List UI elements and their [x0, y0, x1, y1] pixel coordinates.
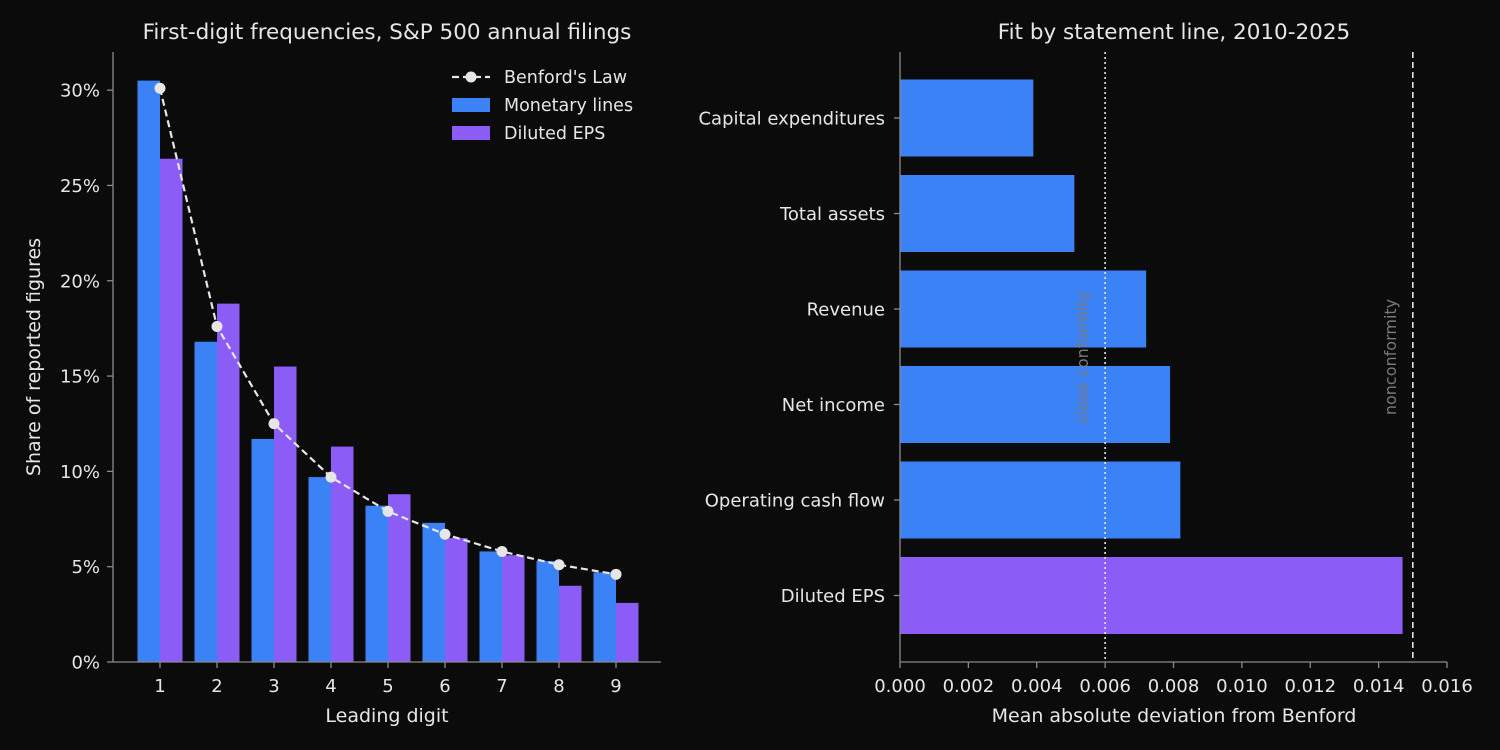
- reference-label-nonconformity: nonconformity: [1381, 299, 1400, 415]
- left-x-tick-label: 6: [439, 676, 450, 697]
- benford-point-digit-8: [553, 559, 565, 571]
- eps-bar-digit-6: [445, 538, 468, 662]
- left-x-tick-label: 2: [211, 676, 222, 697]
- monetary-bar-digit-8: [536, 560, 559, 662]
- left-chart-title: First-digit frequencies, S&P 500 annual …: [143, 20, 632, 45]
- monetary-bar-digit-2: [194, 341, 217, 662]
- benford-point-digit-5: [382, 505, 394, 517]
- monetary-bar-digit-1: [137, 80, 160, 662]
- bar-capital-expenditures: [900, 79, 1034, 157]
- legend-monetary-swatch: [452, 98, 490, 112]
- monetary-bar-digit-3: [251, 438, 274, 662]
- mad-by-line-chart: Fit by statement line, 2010-2025 Mean ab…: [698, 20, 1472, 727]
- legend-eps-swatch: [452, 126, 490, 140]
- monetary-bar-digit-5: [365, 505, 388, 662]
- right-x-tick-label: 0.012: [1284, 676, 1336, 697]
- right-x-tick-label: 0.000: [874, 676, 926, 697]
- benford-line-group: [154, 82, 622, 580]
- right-y-tick-label: Capital expenditures: [698, 109, 885, 130]
- monetary-bar-digit-6: [422, 522, 445, 662]
- legend-benford-marker: [465, 71, 477, 83]
- left-y-tick-label: 20%: [60, 271, 100, 292]
- left-x-tick-label: 4: [325, 676, 336, 697]
- right-x-tick-label: 0.016: [1421, 676, 1473, 697]
- first-digit-chart: First-digit frequencies, S&P 500 annual …: [23, 20, 661, 727]
- right-x-tick-label: 0.008: [1148, 676, 1200, 697]
- right-x-tick-label: 0.006: [1079, 676, 1131, 697]
- right-y-tick-label: Revenue: [807, 300, 885, 321]
- left-x-tick-label: 1: [154, 676, 165, 697]
- left-y-tick-label: 0%: [71, 653, 100, 674]
- left-x-tick-label: 7: [496, 676, 507, 697]
- bar-diluted-eps: [900, 557, 1403, 634]
- right-bars-group: [900, 79, 1403, 634]
- eps-bar-digit-2: [217, 303, 240, 662]
- legend-label: Benford's Law: [504, 68, 627, 88]
- benford-point-digit-2: [211, 321, 223, 332]
- right-x-tick-label: 0.002: [943, 676, 995, 697]
- benford-point-digit-7: [496, 545, 508, 557]
- bar-operating-cash-flow: [900, 461, 1181, 539]
- benford-point-digit-9: [610, 568, 622, 580]
- left-x-tick-label: 5: [382, 676, 393, 697]
- eps-bar-digit-1: [160, 158, 183, 662]
- left-y-tick-label: 5%: [71, 557, 100, 578]
- left-y-tick-label: 10%: [60, 462, 100, 483]
- benford-point-digit-3: [268, 418, 280, 430]
- left-y-tick-label: 25%: [60, 176, 100, 197]
- monetary-bar-digit-7: [479, 551, 502, 662]
- benford-point-digit-6: [439, 528, 451, 540]
- left-x-tick-label: 8: [553, 676, 564, 697]
- legend-label: Monetary lines: [504, 96, 633, 116]
- legend-label: Diluted EPS: [504, 124, 605, 144]
- right-x-axis-label: Mean absolute deviation from Benford: [992, 705, 1357, 727]
- right-y-tick-label: Diluted EPS: [781, 586, 885, 607]
- left-axes: 0% 5% 10% 15% 20% 25% 30% 1 2 3 4 5 6 7 8 9: [60, 52, 661, 697]
- eps-bar-digit-9: [616, 602, 639, 662]
- monetary-bar-digit-4: [308, 477, 331, 662]
- eps-bar-digit-7: [502, 555, 525, 662]
- right-x-tick-label: 0.014: [1353, 676, 1405, 697]
- left-x-tick-label: 3: [268, 676, 279, 697]
- right-y-tick-label: Net income: [782, 395, 885, 416]
- right-y-tick-label: Operating cash flow: [705, 491, 885, 512]
- left-y-axis-label: Share of reported figures: [23, 238, 45, 476]
- benford-point-digit-1: [154, 82, 166, 94]
- eps-bar-digit-4: [331, 446, 354, 662]
- monetary-bar-digit-9: [593, 572, 616, 662]
- right-y-tick-label: Total assets: [779, 204, 885, 225]
- right-chart-title: Fit by statement line, 2010-2025: [998, 20, 1350, 45]
- benford-point-digit-4: [325, 471, 337, 483]
- bar-total-assets: [900, 175, 1075, 252]
- eps-bar-digit-5: [388, 494, 411, 662]
- bar-revenue: [900, 270, 1147, 348]
- left-y-tick-label: 30%: [60, 81, 100, 102]
- right-x-tick-label: 0.010: [1216, 676, 1268, 697]
- left-x-tick-label: 9: [610, 676, 621, 697]
- benford-line: [158, 87, 617, 576]
- reference-label-close-conformity: close conformity: [1073, 291, 1092, 424]
- left-y-tick-label: 15%: [60, 367, 100, 388]
- left-x-axis-label: Leading digit: [325, 705, 448, 727]
- right-axes: 0.000 0.002 0.004 0.006 0.008 0.010 0.012 0.014…: [698, 52, 1473, 697]
- reference-lines-group: close conformity nonconformity: [1073, 52, 1414, 662]
- eps-bar-digit-3: [274, 366, 297, 662]
- bar-net-income: [900, 366, 1171, 443]
- right-x-tick-label: 0.004: [1011, 676, 1063, 697]
- left-legend: Benford's Law Monetary lines Diluted EPS: [452, 68, 633, 144]
- eps-bar-digit-8: [559, 585, 582, 662]
- left-bars-group: [137, 80, 639, 662]
